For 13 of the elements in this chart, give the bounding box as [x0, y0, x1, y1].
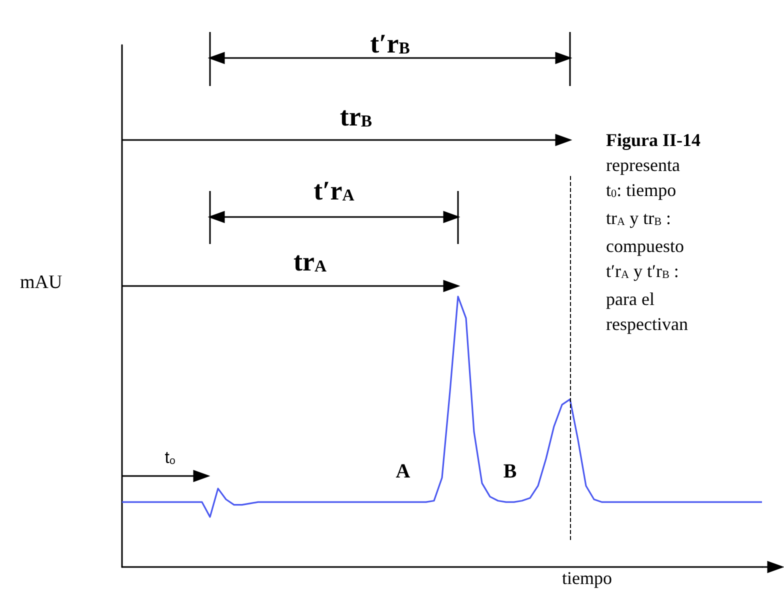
x-axis-title: tiempo: [562, 568, 612, 589]
text: representa: [606, 154, 681, 177]
text: Figura II-14: [606, 129, 700, 152]
annotation: A: [396, 460, 410, 484]
annotation: t$_{o}$: [164, 448, 176, 468]
text: tr$_{A}$ y tr$_{B}$ :: [606, 207, 672, 230]
annotation: respectivan: [606, 313, 689, 336]
text: t′r$_{A}$ y t′r$_{B}$ :: [606, 260, 680, 283]
text: compuesto: [606, 235, 685, 258]
annotation: para el: [606, 288, 656, 311]
text: t$_{0}$: tiempo: [606, 179, 678, 202]
y-axis-title: mAU: [20, 272, 62, 294]
annotation: B: [503, 460, 517, 484]
